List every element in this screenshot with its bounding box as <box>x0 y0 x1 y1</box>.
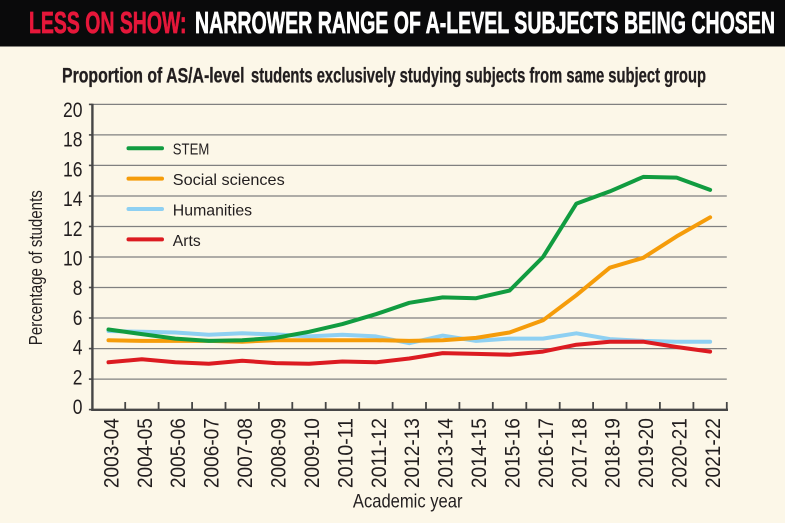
svg-text:2013-14: 2013-14 <box>435 418 458 488</box>
svg-text:0: 0 <box>73 396 83 419</box>
svg-text:LESS ON SHOW:: LESS ON SHOW: <box>29 5 187 40</box>
svg-text:2008-09: 2008-09 <box>268 418 291 488</box>
svg-text:2006-07: 2006-07 <box>201 418 224 488</box>
svg-text:2017-18: 2017-18 <box>568 418 591 488</box>
svg-text:6: 6 <box>73 307 83 330</box>
svg-text:2018-19: 2018-19 <box>602 418 625 488</box>
svg-text:Social sciences: Social sciences <box>173 172 285 189</box>
svg-text:NARROWER RANGE OF A-LEVEL SUBJ: NARROWER RANGE OF A-LEVEL SUBJECTS BEING… <box>195 5 775 40</box>
svg-text:2011-12: 2011-12 <box>368 418 391 488</box>
svg-text:2009-10: 2009-10 <box>301 418 324 488</box>
svg-text:2004-05: 2004-05 <box>134 418 157 488</box>
svg-text:2010-11: 2010-11 <box>334 418 357 488</box>
svg-text:2: 2 <box>73 367 83 390</box>
svg-text:2012-13: 2012-13 <box>401 418 424 488</box>
svg-text:18: 18 <box>63 129 83 152</box>
svg-text:students exclusively studying: students exclusively studying subjects f… <box>251 64 706 87</box>
svg-text:2007-08: 2007-08 <box>234 418 257 488</box>
svg-text:2020-21: 2020-21 <box>669 418 692 488</box>
svg-text:2021-22: 2021-22 <box>702 418 725 488</box>
svg-text:2003-04: 2003-04 <box>100 418 123 488</box>
svg-text:8: 8 <box>73 277 83 300</box>
svg-text:Proportion of AS/A-level: Proportion of AS/A-level <box>62 64 245 87</box>
svg-text:20: 20 <box>63 99 83 122</box>
svg-text:2016-17: 2016-17 <box>535 418 558 488</box>
svg-text:Arts: Arts <box>173 233 201 250</box>
svg-text:16: 16 <box>63 158 83 181</box>
svg-text:Academic year: Academic year <box>353 491 463 513</box>
svg-text:2019-20: 2019-20 <box>635 418 658 488</box>
svg-text:STEM: STEM <box>173 142 210 159</box>
svg-text:Percentage of students: Percentage of students <box>25 190 46 345</box>
svg-text:2005-06: 2005-06 <box>167 418 190 488</box>
svg-text:4: 4 <box>73 337 83 360</box>
svg-text:10: 10 <box>63 248 83 271</box>
svg-text:12: 12 <box>63 218 83 241</box>
svg-text:2014-15: 2014-15 <box>468 418 491 488</box>
svg-text:14: 14 <box>63 188 83 211</box>
svg-text:2015-16: 2015-16 <box>501 418 524 488</box>
svg-text:Humanities: Humanities <box>173 203 252 220</box>
